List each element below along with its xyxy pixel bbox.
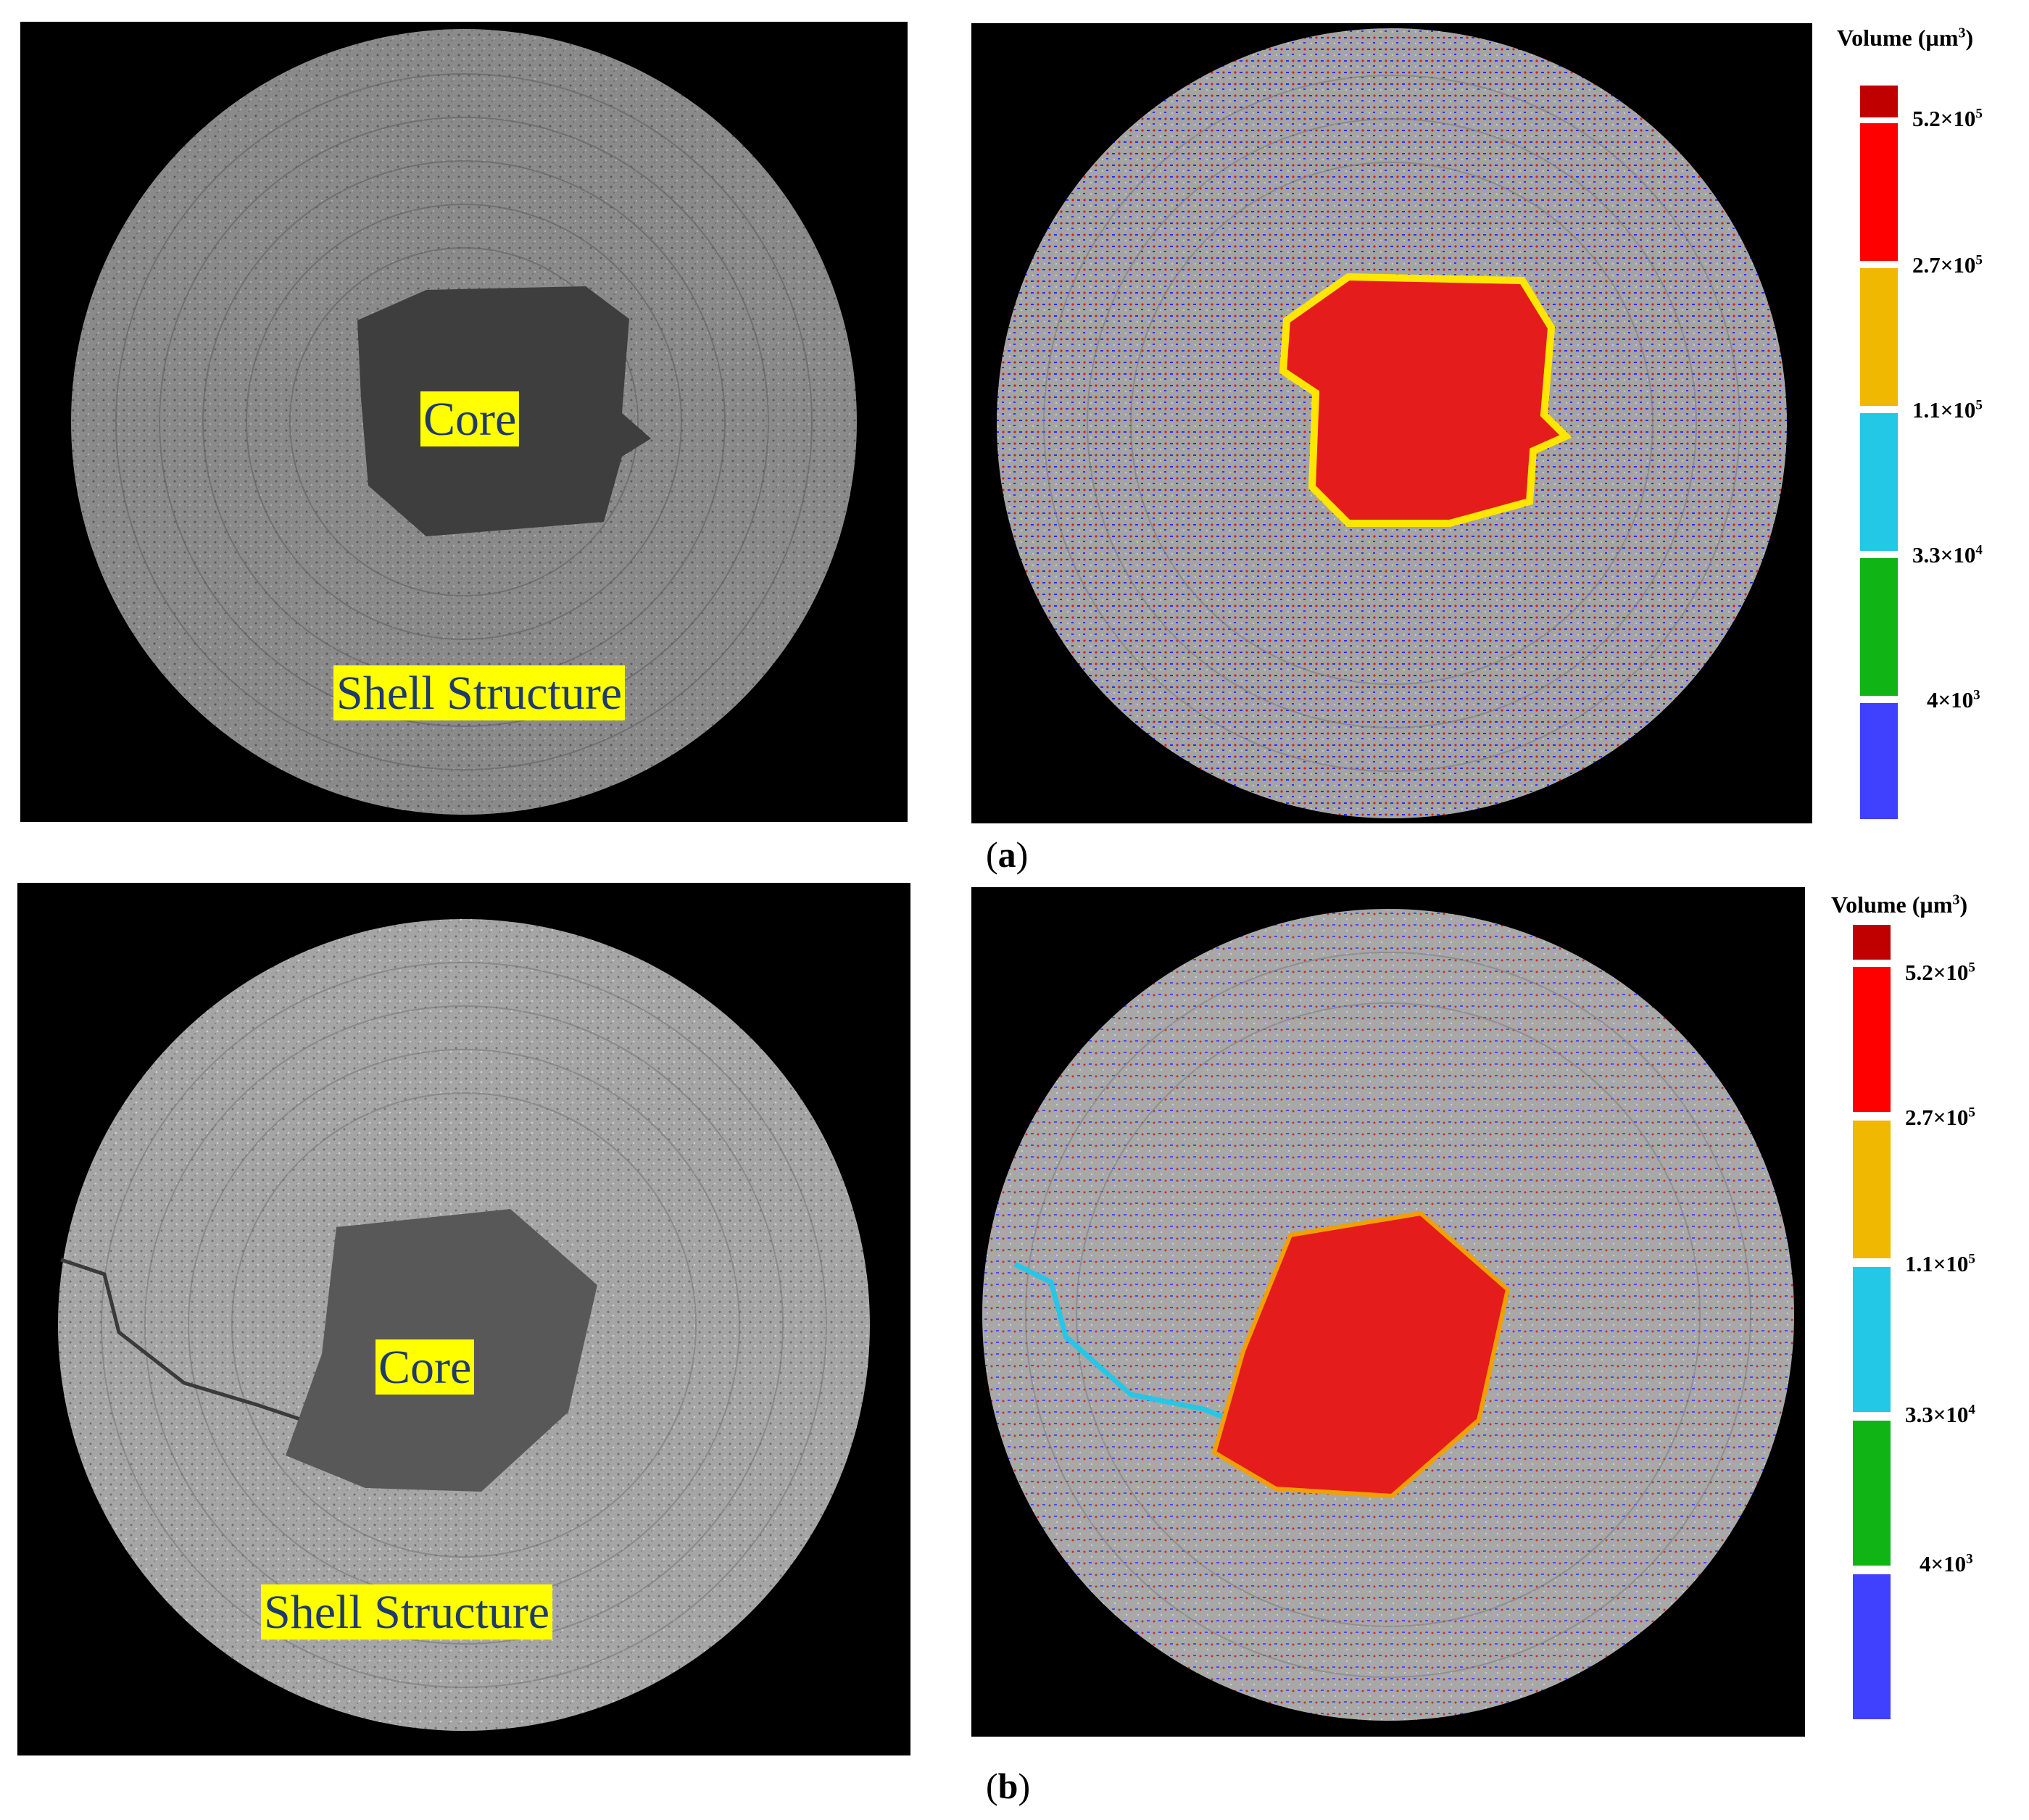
swatch-orange [1853, 1121, 1891, 1258]
segmented-scan-b [982, 909, 1794, 1721]
legend-b: Volume (µm3) 5.2×105 2.7×105 1.1×105 3.3… [1827, 887, 2029, 1742]
swatch-red [1860, 123, 1898, 261]
tick-3.3e4: 3.3×104 [1905, 1402, 1975, 1427]
tick-5.2e5: 5.2×105 [1912, 106, 1983, 131]
tick-1.1e5: 1.1×105 [1905, 1251, 1975, 1276]
caption-b: (b) [986, 1766, 1031, 1806]
caption-a: (a) [986, 834, 1029, 875]
tick-4e3: 4×103 [1920, 1551, 1973, 1576]
tick-2.7e5: 2.7×105 [1905, 1105, 1975, 1130]
swatch-orange [1860, 268, 1898, 406]
swatch-red [1853, 967, 1891, 1112]
ct-image-b-grayscale: Core Shell Structure [17, 883, 910, 1755]
legend-title: Volume (µm3) [1837, 25, 1974, 51]
crack-segmented [1013, 1261, 1241, 1426]
segmented-scan-a [997, 28, 1787, 818]
core-label: Core [420, 391, 520, 446]
ct-image-b-segmented [971, 887, 1805, 1737]
ct-scan-b [58, 919, 870, 1731]
swatch-blue [1860, 703, 1898, 819]
legend-a: Volume (µm3) 5.2×105 2.7×105 1.1×105 3.3… [1834, 22, 2029, 819]
swatch-cyan [1860, 413, 1898, 551]
tick-3.3e4: 3.3×104 [1912, 542, 1983, 568]
swatch-green [1860, 558, 1898, 696]
swatch-dark-red [1860, 86, 1898, 117]
swatch-cyan [1853, 1267, 1891, 1412]
shell-structure-label: Shell Structure [261, 1584, 553, 1640]
core-label: Core [375, 1339, 475, 1395]
ct-image-a-grayscale: Core Shell Structure [20, 22, 908, 822]
tick-1.1e5: 1.1×105 [1912, 397, 1983, 423]
tick-4e3: 4×103 [1927, 687, 1980, 712]
core-region-segmented [1211, 1210, 1511, 1499]
crack [60, 1258, 301, 1421]
swatch-dark-red [1853, 925, 1891, 960]
swatch-blue [1853, 1574, 1891, 1719]
tick-2.7e5: 2.7×105 [1912, 252, 1983, 278]
core-region-segmented [1279, 273, 1572, 527]
swatch-green [1853, 1421, 1891, 1566]
shell-structure-label: Shell Structure [333, 665, 626, 720]
tick-5.2e5: 5.2×105 [1905, 960, 1975, 985]
ct-image-a-segmented [971, 23, 1812, 823]
legend-title: Volume (µm3) [1831, 892, 1968, 918]
